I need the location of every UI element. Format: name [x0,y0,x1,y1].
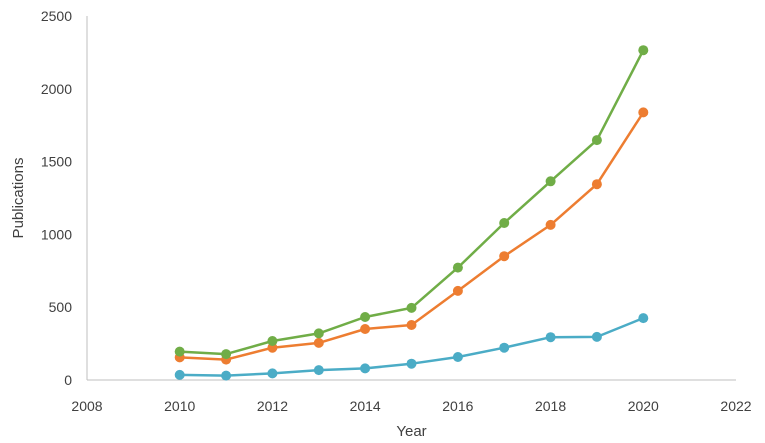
series-1-point [406,358,417,369]
series-3-point [545,176,556,187]
series-2-point [313,337,324,348]
series-1-point [221,370,232,381]
series-2 [174,107,649,365]
series-2-point [360,324,371,334]
series-1-point [360,363,371,374]
series-1-point [174,369,185,380]
series-3-point [267,336,278,346]
x-tick-label: 2018 [535,398,566,414]
series-3-point [313,328,324,339]
y-tick-label: 1000 [41,226,72,242]
x-tick-label: 2016 [442,398,473,414]
y-tick-label: 0 [64,372,72,388]
x-tick-label: 2020 [628,398,659,414]
y-tick-label: 1500 [41,154,72,170]
series-2-point [499,251,510,262]
series-3-point [360,312,371,322]
axes [86,16,736,381]
series-2-point [452,285,463,296]
series-2-point [545,219,556,230]
series-3-point [591,135,602,146]
series-1-point [452,352,463,362]
x-tick-label: 2022 [720,398,751,414]
x-tick-label: 2012 [257,398,288,414]
series-3-point [452,262,463,273]
series-2-point [406,320,417,330]
series-3-point [406,302,417,313]
series-3-point [499,218,510,228]
series-1-point [267,368,278,379]
y-tick-label: 2500 [41,8,72,24]
series-1-point [591,331,602,342]
series-3 [174,45,649,360]
y-tick-label: 500 [49,299,73,315]
series-1 [174,313,649,381]
y-tick-label: 2000 [41,81,72,97]
y-tick-labels: 0 500 1000 1500 2000 2500 [41,8,72,388]
series-3-point [174,346,185,357]
series-1-point [499,342,510,353]
series-1-point [638,313,649,324]
series-2-point [591,179,602,190]
series-3-point [221,349,232,360]
x-tick-label: 2010 [164,398,195,414]
series-1-point [545,332,556,343]
series-2-point [638,107,649,118]
series-layer [174,45,649,381]
x-tick-label: 2008 [71,398,102,414]
x-tick-labels: 2008 2010 2012 2014 2016 2018 2020 2022 [71,398,751,414]
x-axis-title: Year [396,423,426,440]
y-axis-title: Publications [10,158,27,239]
series-3-point [638,45,649,56]
series-1-point [313,365,324,376]
x-tick-label: 2014 [350,398,381,414]
